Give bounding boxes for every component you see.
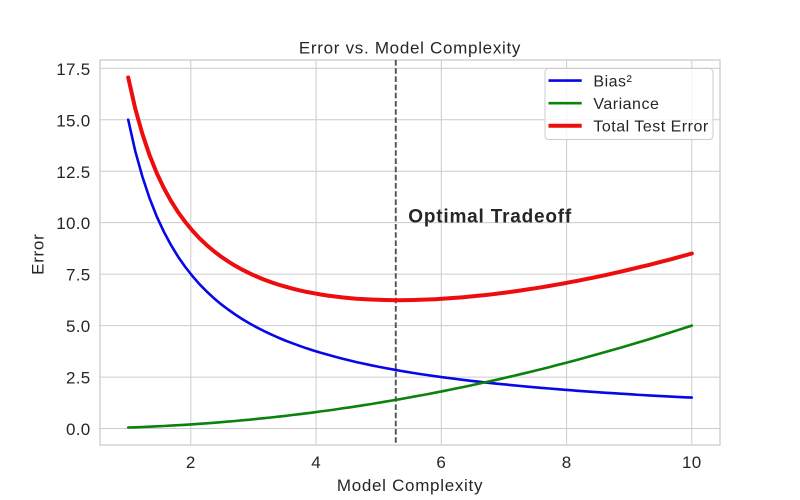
svg-text:Total Test Error: Total Test Error	[593, 119, 708, 136]
svg-text:15.0: 15.0	[56, 111, 90, 130]
svg-text:4: 4	[311, 453, 321, 472]
svg-text:0.0: 0.0	[66, 420, 91, 439]
svg-text:17.5: 17.5	[56, 60, 90, 79]
svg-text:8: 8	[562, 453, 572, 472]
svg-text:Optimal Tradeoff: Optimal Tradeoff	[408, 207, 572, 228]
svg-text:Bias²: Bias²	[593, 73, 632, 90]
svg-text:Model Complexity: Model Complexity	[337, 476, 483, 495]
svg-text:10.0: 10.0	[56, 214, 90, 233]
svg-text:Error vs. Model Complexity: Error vs. Model Complexity	[299, 39, 521, 58]
svg-text:Variance: Variance	[593, 96, 659, 113]
svg-text:6: 6	[436, 453, 446, 472]
svg-text:10: 10	[682, 453, 702, 472]
svg-text:7.5: 7.5	[66, 266, 91, 285]
svg-text:5.0: 5.0	[66, 317, 91, 336]
svg-text:12.5: 12.5	[56, 163, 90, 182]
svg-text:2.5: 2.5	[66, 369, 91, 388]
svg-text:2: 2	[186, 453, 196, 472]
svg-text:Error: Error	[29, 234, 48, 275]
